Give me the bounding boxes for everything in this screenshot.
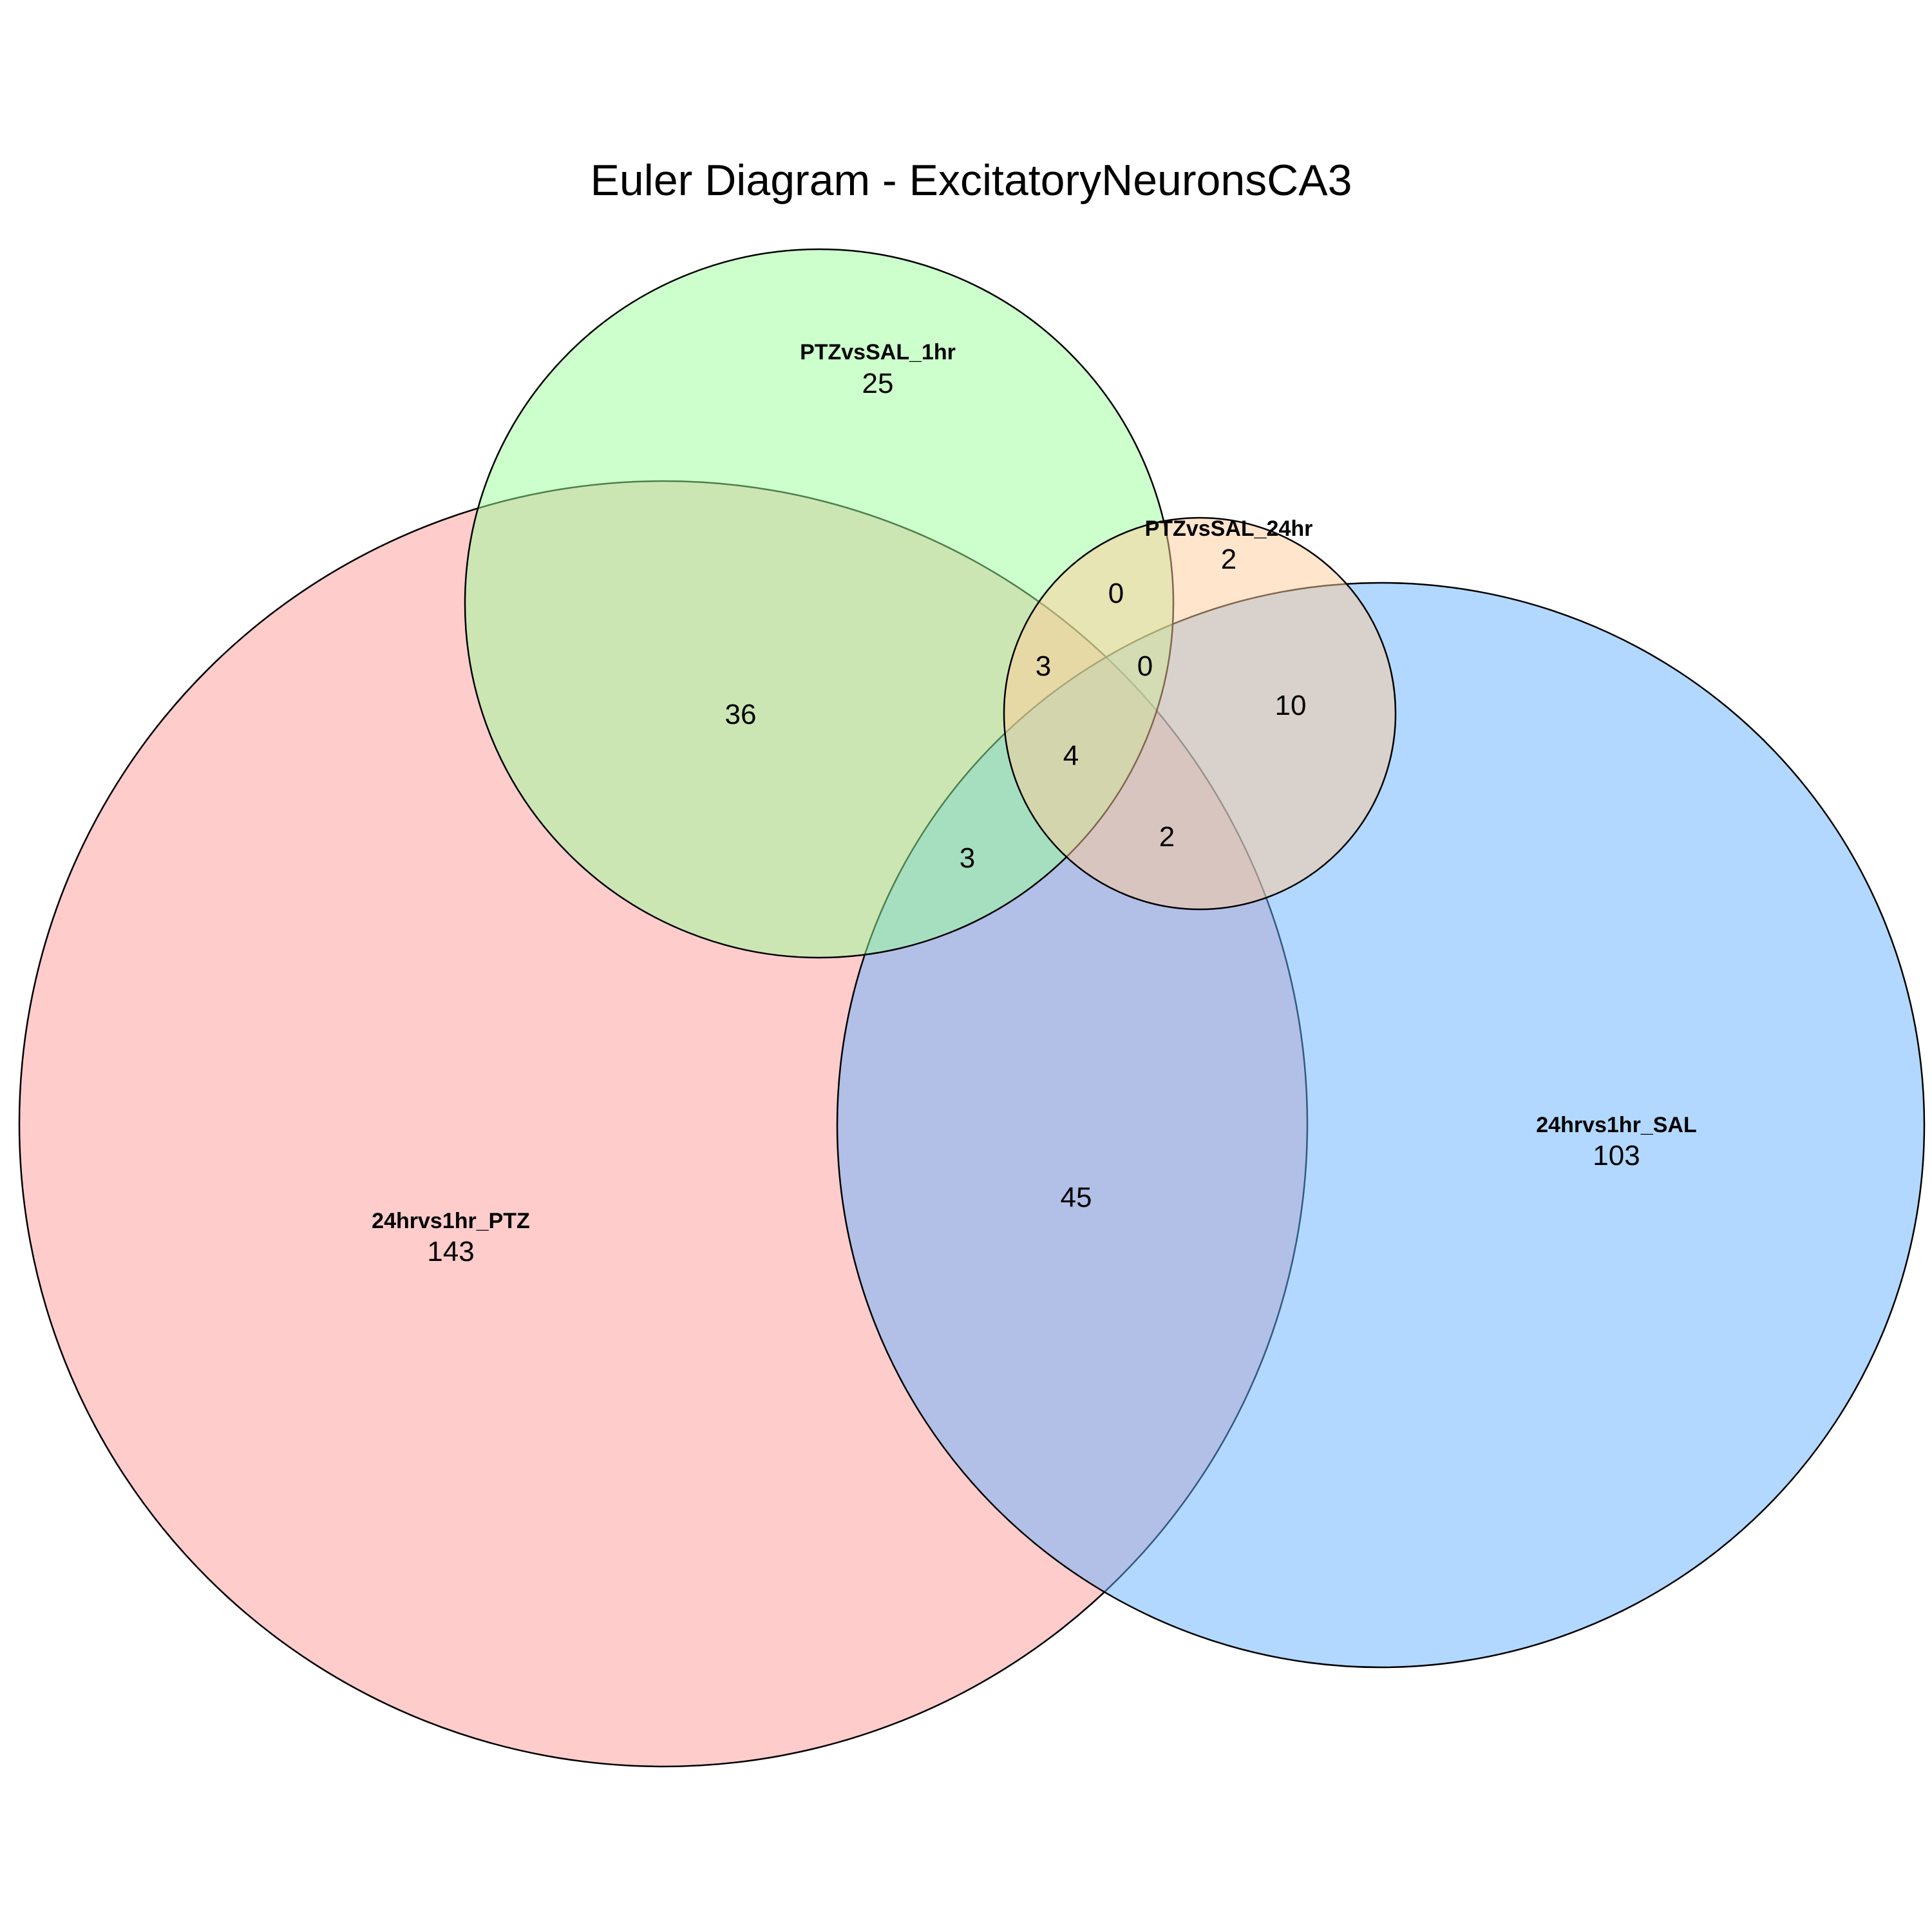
count-ptzvssal-24hr-only: 2	[1221, 544, 1236, 575]
count-ptz-ptz24b-sal: 2	[1159, 821, 1175, 853]
count-ptz1-ptz24b: 0	[1108, 578, 1124, 609]
count-ptz-ptz1-sal: 3	[960, 842, 975, 874]
count-all-four: 4	[1063, 740, 1079, 772]
count-24hrvs1hr-ptz-only: 143	[427, 1236, 474, 1267]
label-ptzvssal-1hr: PTZvsSAL_1hr	[800, 340, 956, 365]
label-24hrvs1hr-sal: 24hrvs1hr_SAL	[1536, 1113, 1696, 1137]
label-24hrvs1hr-ptz: 24hrvs1hr_PTZ	[372, 1209, 530, 1233]
count-ptz-sal: 45	[1061, 1182, 1092, 1213]
count-ptz-ptz1-ptz24b: 3	[1036, 650, 1051, 682]
diagram-title: Euler Diagram - ExcitatoryNeuronsCA3	[591, 156, 1352, 205]
count-ptz1-ptz24b-sal: 0	[1137, 650, 1153, 682]
circle-ptzvssal-24hr	[1003, 516, 1397, 911]
count-ptz-ptz1: 36	[725, 699, 757, 730]
label-ptzvssal-24hr: PTZvsSAL_24hr	[1145, 516, 1313, 541]
count-ptz24b-sal: 10	[1275, 690, 1307, 721]
count-24hrvs1hr-sal-only: 103	[1593, 1140, 1640, 1171]
count-ptzvssal-1hr-only: 25	[862, 368, 894, 399]
